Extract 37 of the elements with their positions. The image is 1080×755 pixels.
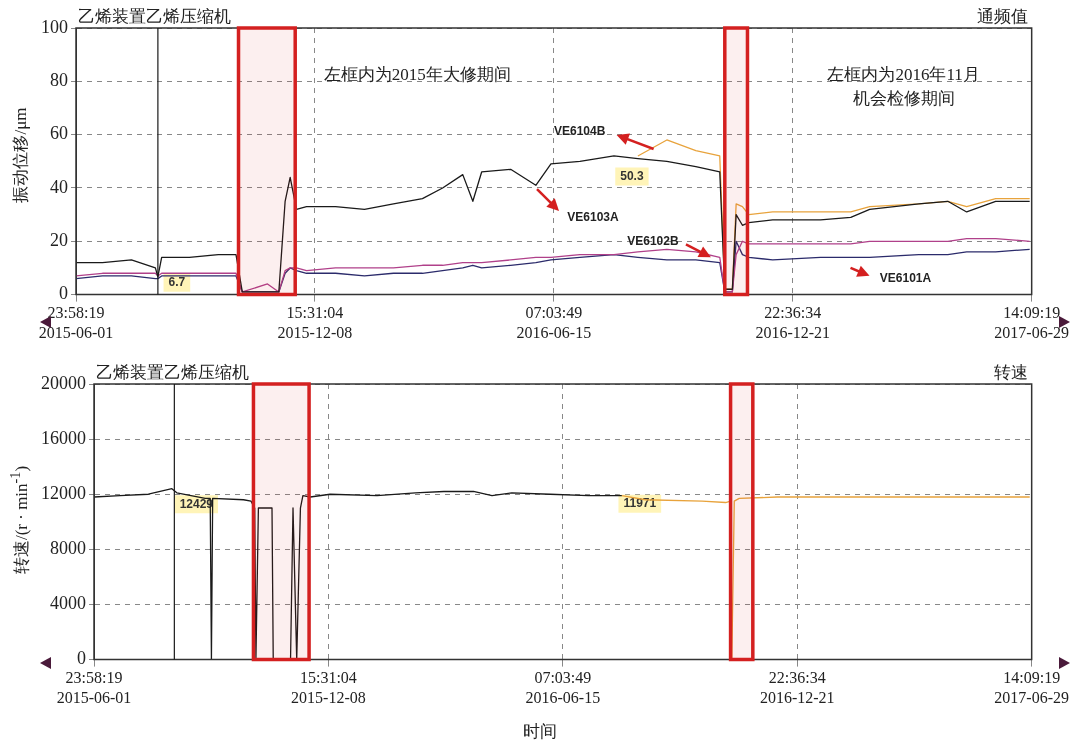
y-tick-label: 16000: [41, 427, 86, 448]
y-tick-label: 4000: [50, 593, 86, 614]
x-tick-label: 15:31:04 2015-12-08: [277, 304, 353, 341]
x-tick-label: 07:03:49 2016-06-15: [525, 669, 601, 706]
y-tick-label: 8000: [50, 538, 86, 559]
annotation: 6.7: [168, 275, 186, 290]
x-axis-title: 时间: [522, 721, 558, 743]
x-tick-label: 22:36:34 2016-12-21: [759, 669, 835, 706]
annotation: 50.3: [620, 168, 644, 183]
annotation: VE6104B: [553, 124, 606, 139]
chart-subtitle: 通频值: [976, 6, 1028, 26]
y-tick-label: 80: [50, 70, 68, 91]
annotation: 左框内为2015年大修期间: [323, 65, 511, 85]
y-tick-label: 20000: [41, 372, 86, 393]
x-tick-label: 23:58:19 2015-06-01: [56, 669, 132, 706]
x-tick-label: 15:31:04 2015-12-08: [291, 669, 366, 706]
y-tick-label: 12000: [41, 482, 86, 503]
chart-subtitle: 转速: [993, 362, 1028, 382]
x-tick-label: 23:58:19 2015-06-01: [38, 304, 114, 341]
y-tick-label: 40: [50, 176, 68, 197]
y-tick-label: 0: [59, 283, 68, 304]
y-tick-label: 0: [77, 648, 86, 669]
annotation: 11971: [623, 495, 657, 510]
x-tick-label: 07:03:49 2016-06-15: [516, 304, 592, 341]
y-tick-label: 20: [50, 230, 68, 251]
annotation: 左框内为2016年11月机会检修期间: [827, 65, 980, 109]
y-axis-title: 振动位移/μm: [9, 107, 31, 203]
annotation: VE6103A: [567, 210, 620, 225]
y-tick-label: 100: [41, 16, 68, 37]
annotation: VE6101A: [879, 271, 932, 286]
x-tick-label: 14:09:19 2017-06-29: [994, 304, 1069, 341]
chart-title: 乙烯装置乙烯压缩机: [96, 362, 249, 382]
annotation: VE6102B: [627, 233, 679, 248]
x-tick-label: 22:36:34 2016-12-21: [755, 304, 831, 341]
chart-title: 乙烯装置乙烯压缩机: [78, 6, 231, 26]
x-tick-label: 14:09:19 2017-06-29: [994, 669, 1069, 706]
y-tick-label: 60: [50, 123, 68, 144]
